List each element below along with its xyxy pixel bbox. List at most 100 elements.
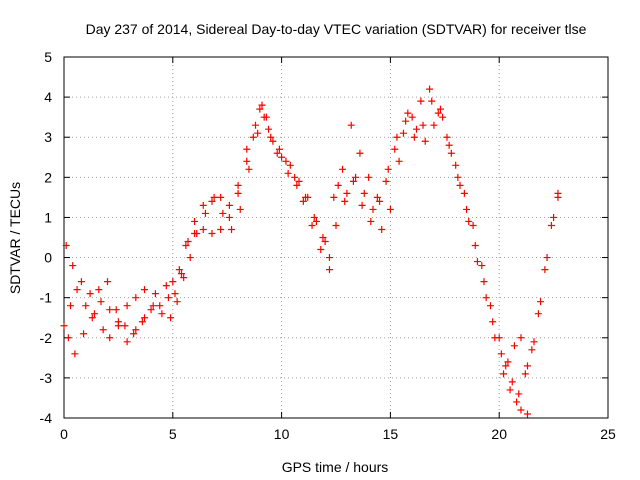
data-points — [60, 85, 562, 418]
x-axis-label: GPS time / hours — [282, 459, 389, 475]
data-point — [97, 298, 105, 306]
x-tick-label: 5 — [169, 426, 177, 442]
y-tick-label: -4 — [40, 410, 53, 426]
data-point — [251, 121, 259, 129]
data-point — [419, 121, 427, 129]
y-axis-label: SDTVAR / TECUs — [7, 182, 23, 294]
data-point — [417, 97, 425, 105]
data-point — [534, 310, 542, 318]
data-point — [530, 338, 538, 346]
data-point — [73, 286, 81, 294]
plot-frame — [63, 56, 609, 419]
data-point — [463, 205, 471, 213]
data-point — [80, 330, 88, 338]
data-point — [106, 306, 114, 314]
data-point — [173, 298, 181, 306]
y-tick-label: 5 — [44, 49, 52, 65]
data-point — [293, 181, 301, 189]
data-point — [334, 181, 342, 189]
series-track-5 — [332, 97, 562, 370]
data-point — [347, 121, 355, 129]
data-point — [158, 310, 166, 318]
data-point — [243, 145, 251, 153]
data-point — [521, 370, 529, 378]
data-point — [164, 294, 172, 302]
data-point — [447, 149, 455, 157]
data-point — [132, 326, 140, 334]
data-point — [319, 234, 327, 241]
data-point — [95, 286, 103, 294]
data-point — [278, 153, 286, 161]
data-point — [382, 177, 390, 185]
data-point — [201, 209, 209, 217]
x-tick-label: 15 — [383, 426, 399, 442]
data-point — [317, 246, 325, 254]
y-tick-label: -3 — [40, 370, 53, 386]
data-point — [321, 238, 329, 246]
data-point — [286, 161, 294, 169]
data-point — [502, 362, 510, 370]
data-point — [421, 137, 429, 145]
data-point — [210, 193, 218, 201]
data-point — [508, 378, 516, 386]
data-point — [365, 173, 373, 181]
data-point — [408, 113, 416, 121]
data-point — [104, 278, 112, 286]
data-point — [480, 278, 488, 286]
data-point — [430, 121, 438, 129]
data-point — [395, 157, 403, 165]
data-point — [550, 213, 558, 221]
data-point — [325, 254, 333, 262]
data-point — [225, 201, 233, 209]
data-point — [523, 362, 531, 370]
data-point — [358, 201, 366, 209]
data-point — [123, 338, 131, 346]
data-point — [541, 266, 549, 274]
x-tick-label: 0 — [60, 426, 68, 442]
series-track-3 — [64, 113, 333, 358]
data-point — [302, 193, 310, 201]
data-point — [282, 157, 290, 165]
chart-axes — [63, 56, 609, 419]
data-point — [554, 189, 562, 197]
data-point — [151, 290, 159, 298]
data-point — [547, 221, 555, 229]
data-point — [445, 141, 453, 149]
data-point — [60, 322, 68, 330]
data-point — [130, 330, 138, 338]
data-point — [384, 165, 392, 173]
chart-title: Day 237 of 2014, Sidereal Day-to-day VTE… — [86, 21, 587, 37]
data-point — [399, 129, 407, 137]
data-point — [275, 145, 283, 153]
data-point — [77, 278, 85, 286]
data-point — [86, 290, 94, 298]
data-point — [67, 302, 75, 310]
data-point — [199, 201, 207, 209]
data-point — [191, 217, 199, 225]
data-point — [147, 306, 155, 314]
data-point — [367, 217, 375, 225]
data-point — [180, 274, 188, 282]
y-tick-label: -2 — [40, 330, 53, 346]
data-point — [106, 334, 114, 342]
data-point — [99, 326, 107, 334]
data-point — [504, 358, 512, 366]
data-point — [225, 213, 233, 221]
data-point — [360, 189, 368, 197]
data-point — [352, 173, 360, 181]
data-point — [473, 258, 481, 266]
data-point — [208, 229, 216, 237]
data-point — [199, 225, 207, 233]
data-point — [469, 221, 477, 229]
data-point — [141, 314, 149, 322]
data-point — [208, 197, 216, 205]
data-point — [378, 225, 386, 233]
data-point — [482, 294, 490, 302]
x-tick-label: 10 — [274, 426, 290, 442]
chart-grid — [64, 57, 608, 418]
data-point — [426, 85, 434, 93]
data-point — [452, 161, 460, 169]
y-tick-label: 4 — [44, 89, 52, 105]
data-point — [356, 149, 364, 157]
data-point — [486, 302, 494, 310]
